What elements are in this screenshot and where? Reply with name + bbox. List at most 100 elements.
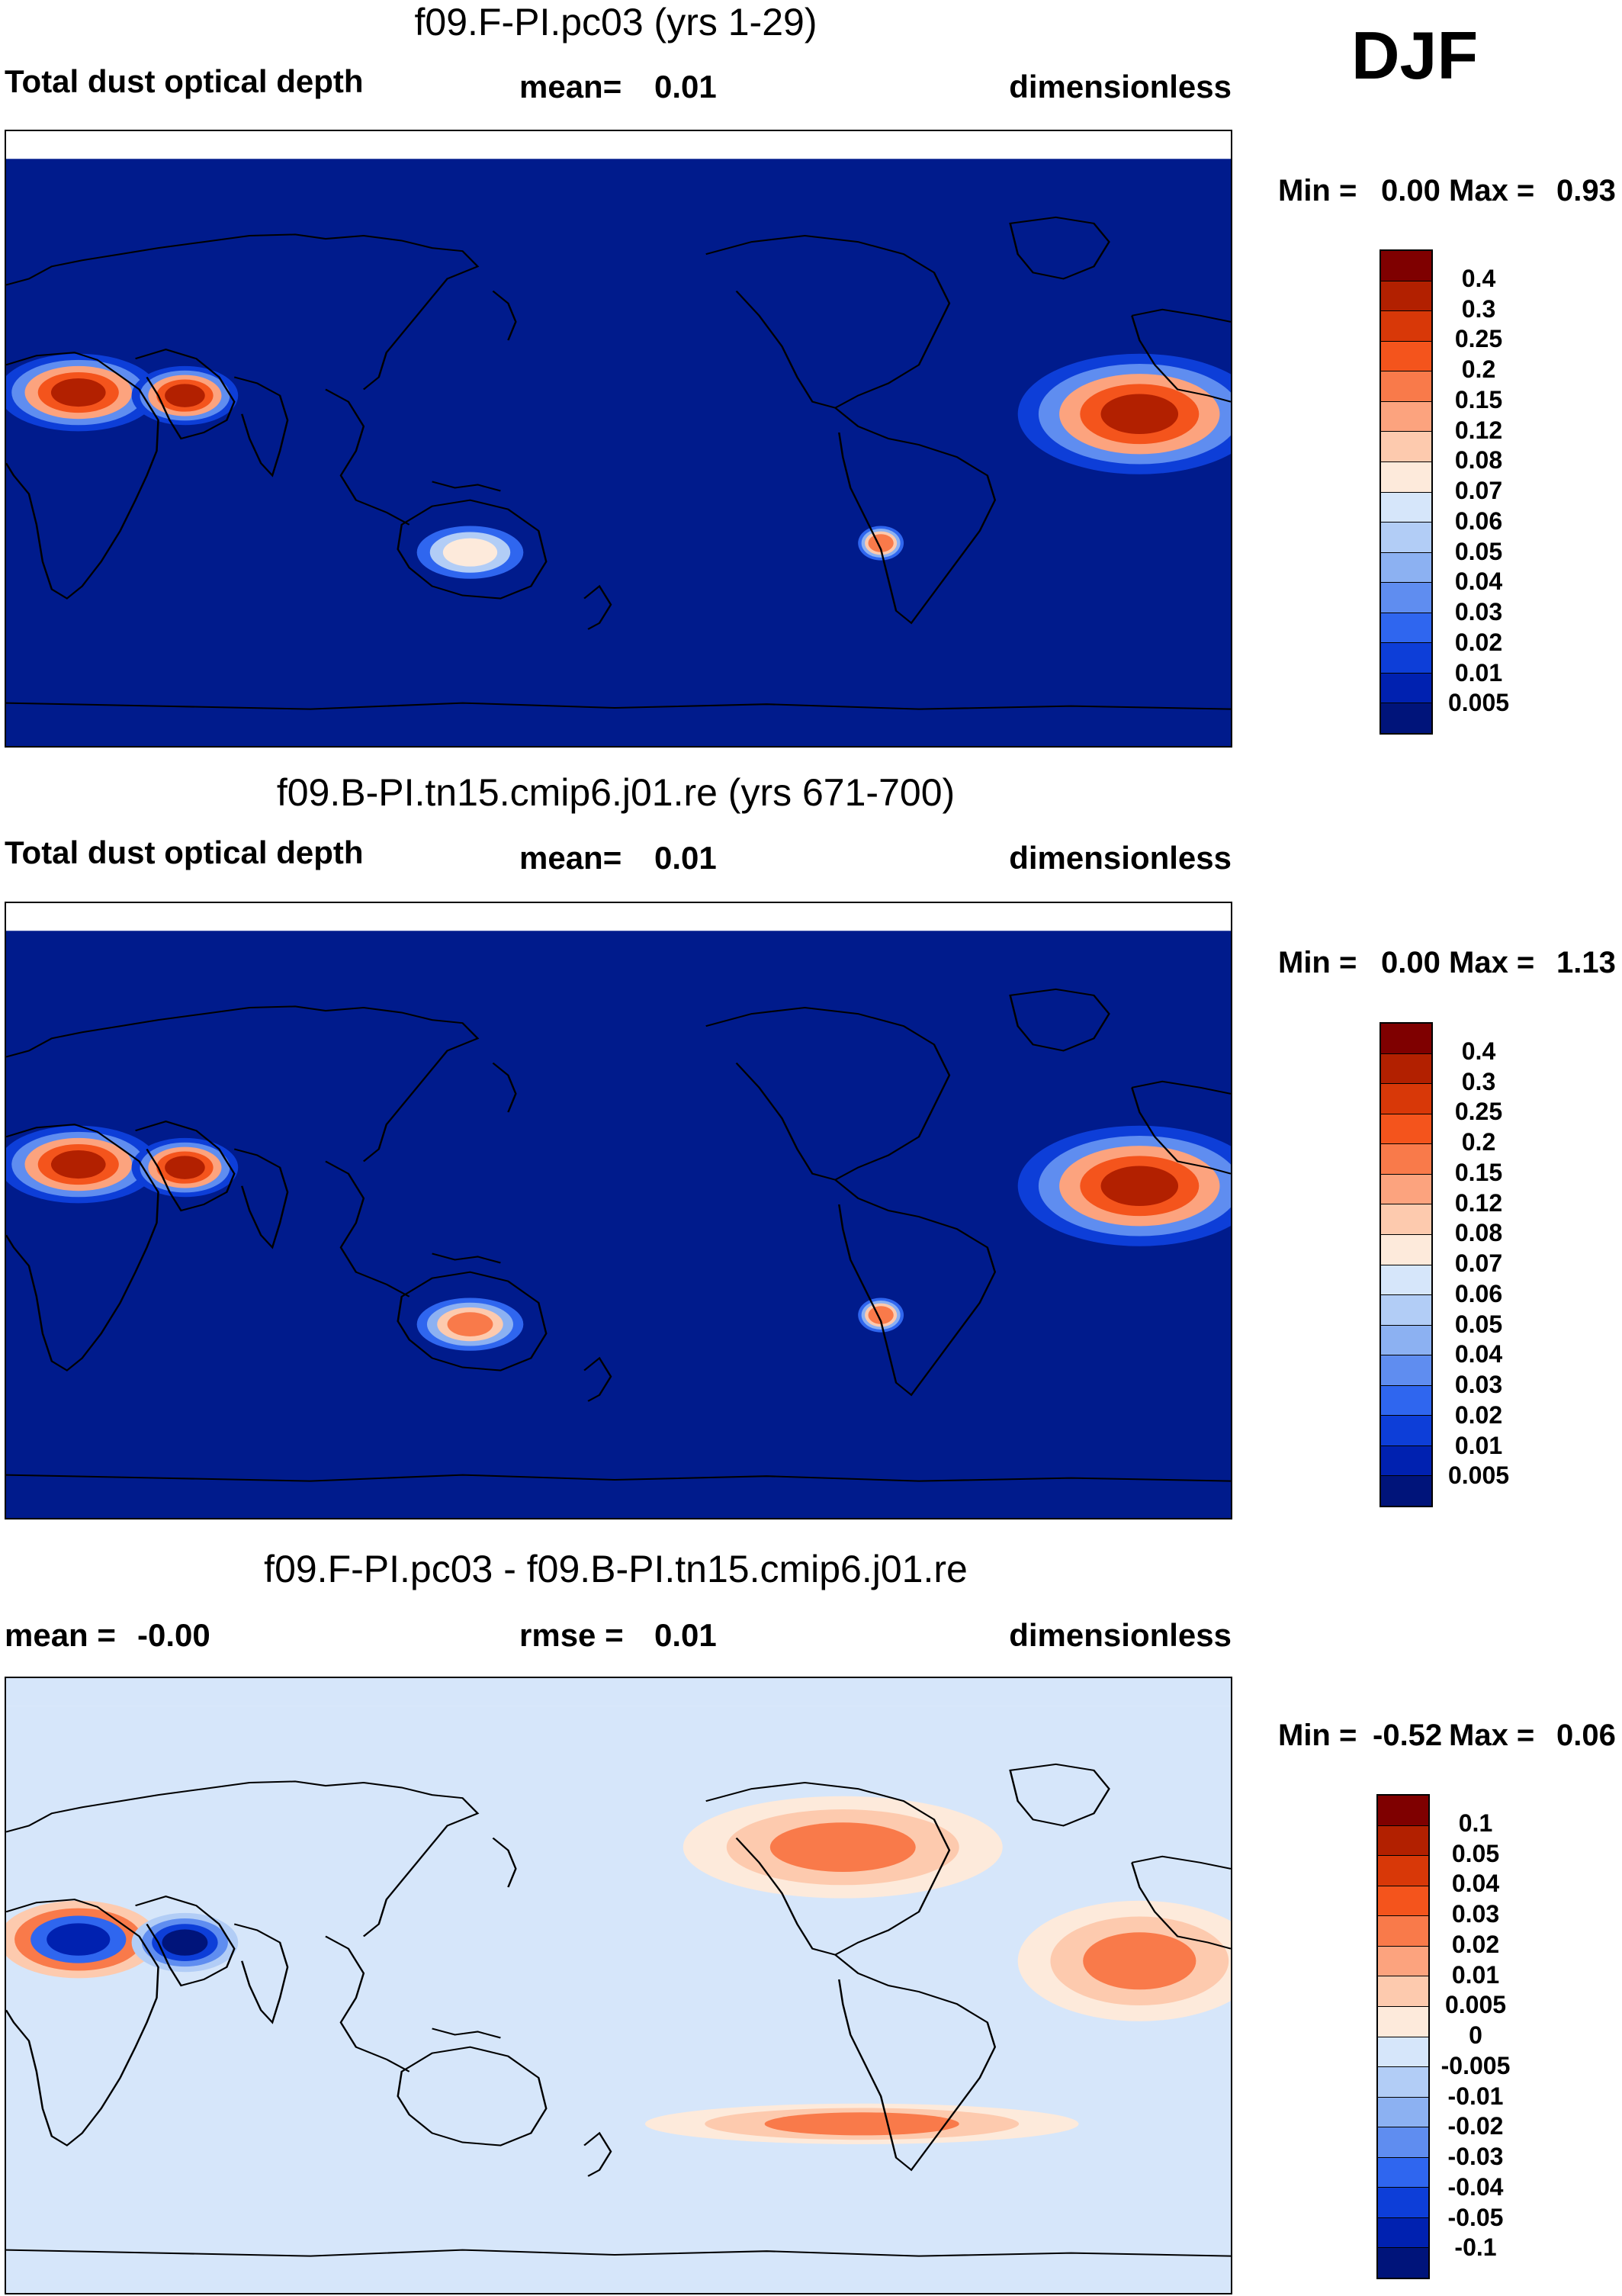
coastline	[6, 1474, 1231, 1482]
colorbar-tick-label: 0.1	[1458, 1809, 1493, 1837]
colorbar-tick-label: 0.005	[1447, 1462, 1510, 1490]
colorbar-tick-label: -0.01	[1447, 2082, 1504, 2110]
coastline	[492, 1062, 517, 1113]
colorbar-swatch	[1381, 432, 1431, 462]
mean-label: mean=	[519, 840, 622, 876]
colorbar-tick-label: 0.05	[1454, 537, 1503, 565]
colorbar-swatch	[1378, 2157, 1428, 2188]
colorbar-swatch	[1381, 673, 1431, 704]
coastline	[325, 1160, 410, 1298]
colorbar-swatch	[1378, 1946, 1428, 1977]
colorbar-swatch	[1381, 371, 1431, 402]
colorbar-swatch	[1381, 311, 1431, 342]
colorbar-swatch	[1381, 1325, 1431, 1356]
map-top-margin	[6, 903, 1231, 931]
max-label: Max =	[1449, 1719, 1535, 1752]
colorbar-tick-label: 0.02	[1451, 1930, 1500, 1958]
colorbar	[1380, 1022, 1433, 1507]
colorbar-swatch	[1381, 613, 1431, 644]
coastline	[233, 1923, 289, 2024]
colorbar-tick-label: -0.03	[1447, 2143, 1504, 2170]
colorbar-swatch	[1378, 2006, 1428, 2037]
colorbar-swatch	[1381, 1053, 1431, 1085]
colorbar-tick-label: -0.02	[1447, 2112, 1504, 2140]
coastline	[6, 352, 159, 600]
colorbar-swatch	[1381, 401, 1431, 433]
coastline	[1009, 1763, 1110, 1827]
map-field-background	[6, 931, 1231, 1518]
coastline	[1132, 1080, 1231, 1095]
map-field-background	[6, 1706, 1231, 2293]
field-contour-atlantic-plume	[1083, 1932, 1196, 1990]
colorbar-tick-label: 0.04	[1454, 568, 1503, 596]
max-value: 0.93	[1556, 174, 1616, 207]
panel-title: f09.F-PI.pc03 (yrs 1-29)	[414, 1, 817, 43]
field-contour-atlantic-plume	[1100, 1166, 1179, 1206]
colorbar-tick-label: 0.03	[1451, 1900, 1500, 1928]
map-top-margin	[6, 1678, 1231, 1706]
colorbar-tick-label: 0.07	[1454, 477, 1503, 504]
colorbar-swatch	[1381, 643, 1431, 674]
panel-title: f09.B-PI.tn15.cmip6.j01.re (yrs 671-700)	[276, 771, 956, 814]
colorbar-swatch	[1378, 2217, 1428, 2249]
colorbar-swatch	[1378, 2188, 1428, 2218]
coastline	[583, 1356, 612, 1402]
colorbar-tick-label: 0.02	[1454, 1400, 1503, 1429]
field-contour-equatorial-pacific	[764, 2112, 959, 2136]
variable-label: Total dust optical depth	[5, 63, 364, 99]
colorbar-tick-label: 0.25	[1454, 325, 1503, 353]
rmse-value: 0.01	[654, 1617, 717, 1653]
coastline	[583, 2131, 612, 2177]
coastline	[135, 1121, 236, 1212]
field-contour-atacama	[868, 534, 894, 552]
rmse-label: rmse =	[519, 1617, 624, 1653]
colorbar-swatch	[1378, 1856, 1428, 1886]
max-value: 1.13	[1556, 946, 1616, 979]
map-total-dust-aod-f	[5, 130, 1232, 748]
coastline	[705, 1007, 951, 1181]
min-value: -0.52	[1373, 1719, 1443, 1752]
map-difference	[5, 1677, 1232, 2294]
colorbar-swatch	[1381, 1416, 1431, 1446]
colorbar-tick-label: 0.12	[1454, 1188, 1503, 1217]
colorbar-tick-label: 0.2	[1461, 1128, 1496, 1156]
coastline	[834, 1954, 997, 2172]
coastline	[432, 2027, 501, 2039]
colorbar-swatch	[1378, 1976, 1428, 2007]
colorbar-swatch	[1378, 2127, 1428, 2158]
colorbar-swatch	[1381, 281, 1431, 312]
coastline	[135, 349, 236, 440]
coastline	[492, 290, 517, 341]
coastline	[233, 376, 289, 478]
colorbar-swatch	[1381, 1234, 1431, 1265]
colorbar-swatch	[1381, 552, 1431, 584]
field-contour-north-america	[769, 1822, 916, 1873]
mean-value: 0.01	[654, 840, 717, 876]
coastline	[233, 1148, 289, 1249]
colorbar-tick-label: -0.1	[1454, 2233, 1497, 2262]
colorbar-swatch	[1381, 523, 1431, 553]
map-total-dust-aod-b	[5, 902, 1232, 1519]
colorbar-swatch	[1381, 1385, 1431, 1417]
colorbar-tick-label: 0.2	[1461, 355, 1496, 383]
min-label: Min =	[1278, 174, 1357, 207]
colorbar-tick-label: 0.08	[1454, 446, 1503, 474]
mean-label: mean=	[519, 69, 622, 105]
colorbar-swatch	[1381, 1355, 1431, 1386]
coastline	[1009, 988, 1110, 1052]
colorbar-tick-label: 0.12	[1454, 416, 1503, 444]
coastline	[1131, 1862, 1231, 1950]
colorbar-swatch	[1378, 2097, 1428, 2128]
units-label: dimensionless	[1009, 1617, 1232, 1653]
colorbar-tick-label: 0.15	[1454, 385, 1503, 413]
field-contour-sahara	[47, 1923, 111, 1956]
colorbar-tick-label: 0.4	[1461, 1037, 1496, 1065]
units-label: dimensionless	[1009, 840, 1232, 876]
field-contour-atlantic-plume	[1100, 394, 1179, 434]
field-contour-sahara	[50, 1150, 106, 1179]
colorbar-tick-label: 0.25	[1454, 1098, 1503, 1126]
colorbar-swatch	[1381, 461, 1431, 493]
map-top-margin	[6, 131, 1231, 159]
coastline	[397, 1271, 548, 1371]
colorbar-swatch	[1381, 1265, 1431, 1296]
